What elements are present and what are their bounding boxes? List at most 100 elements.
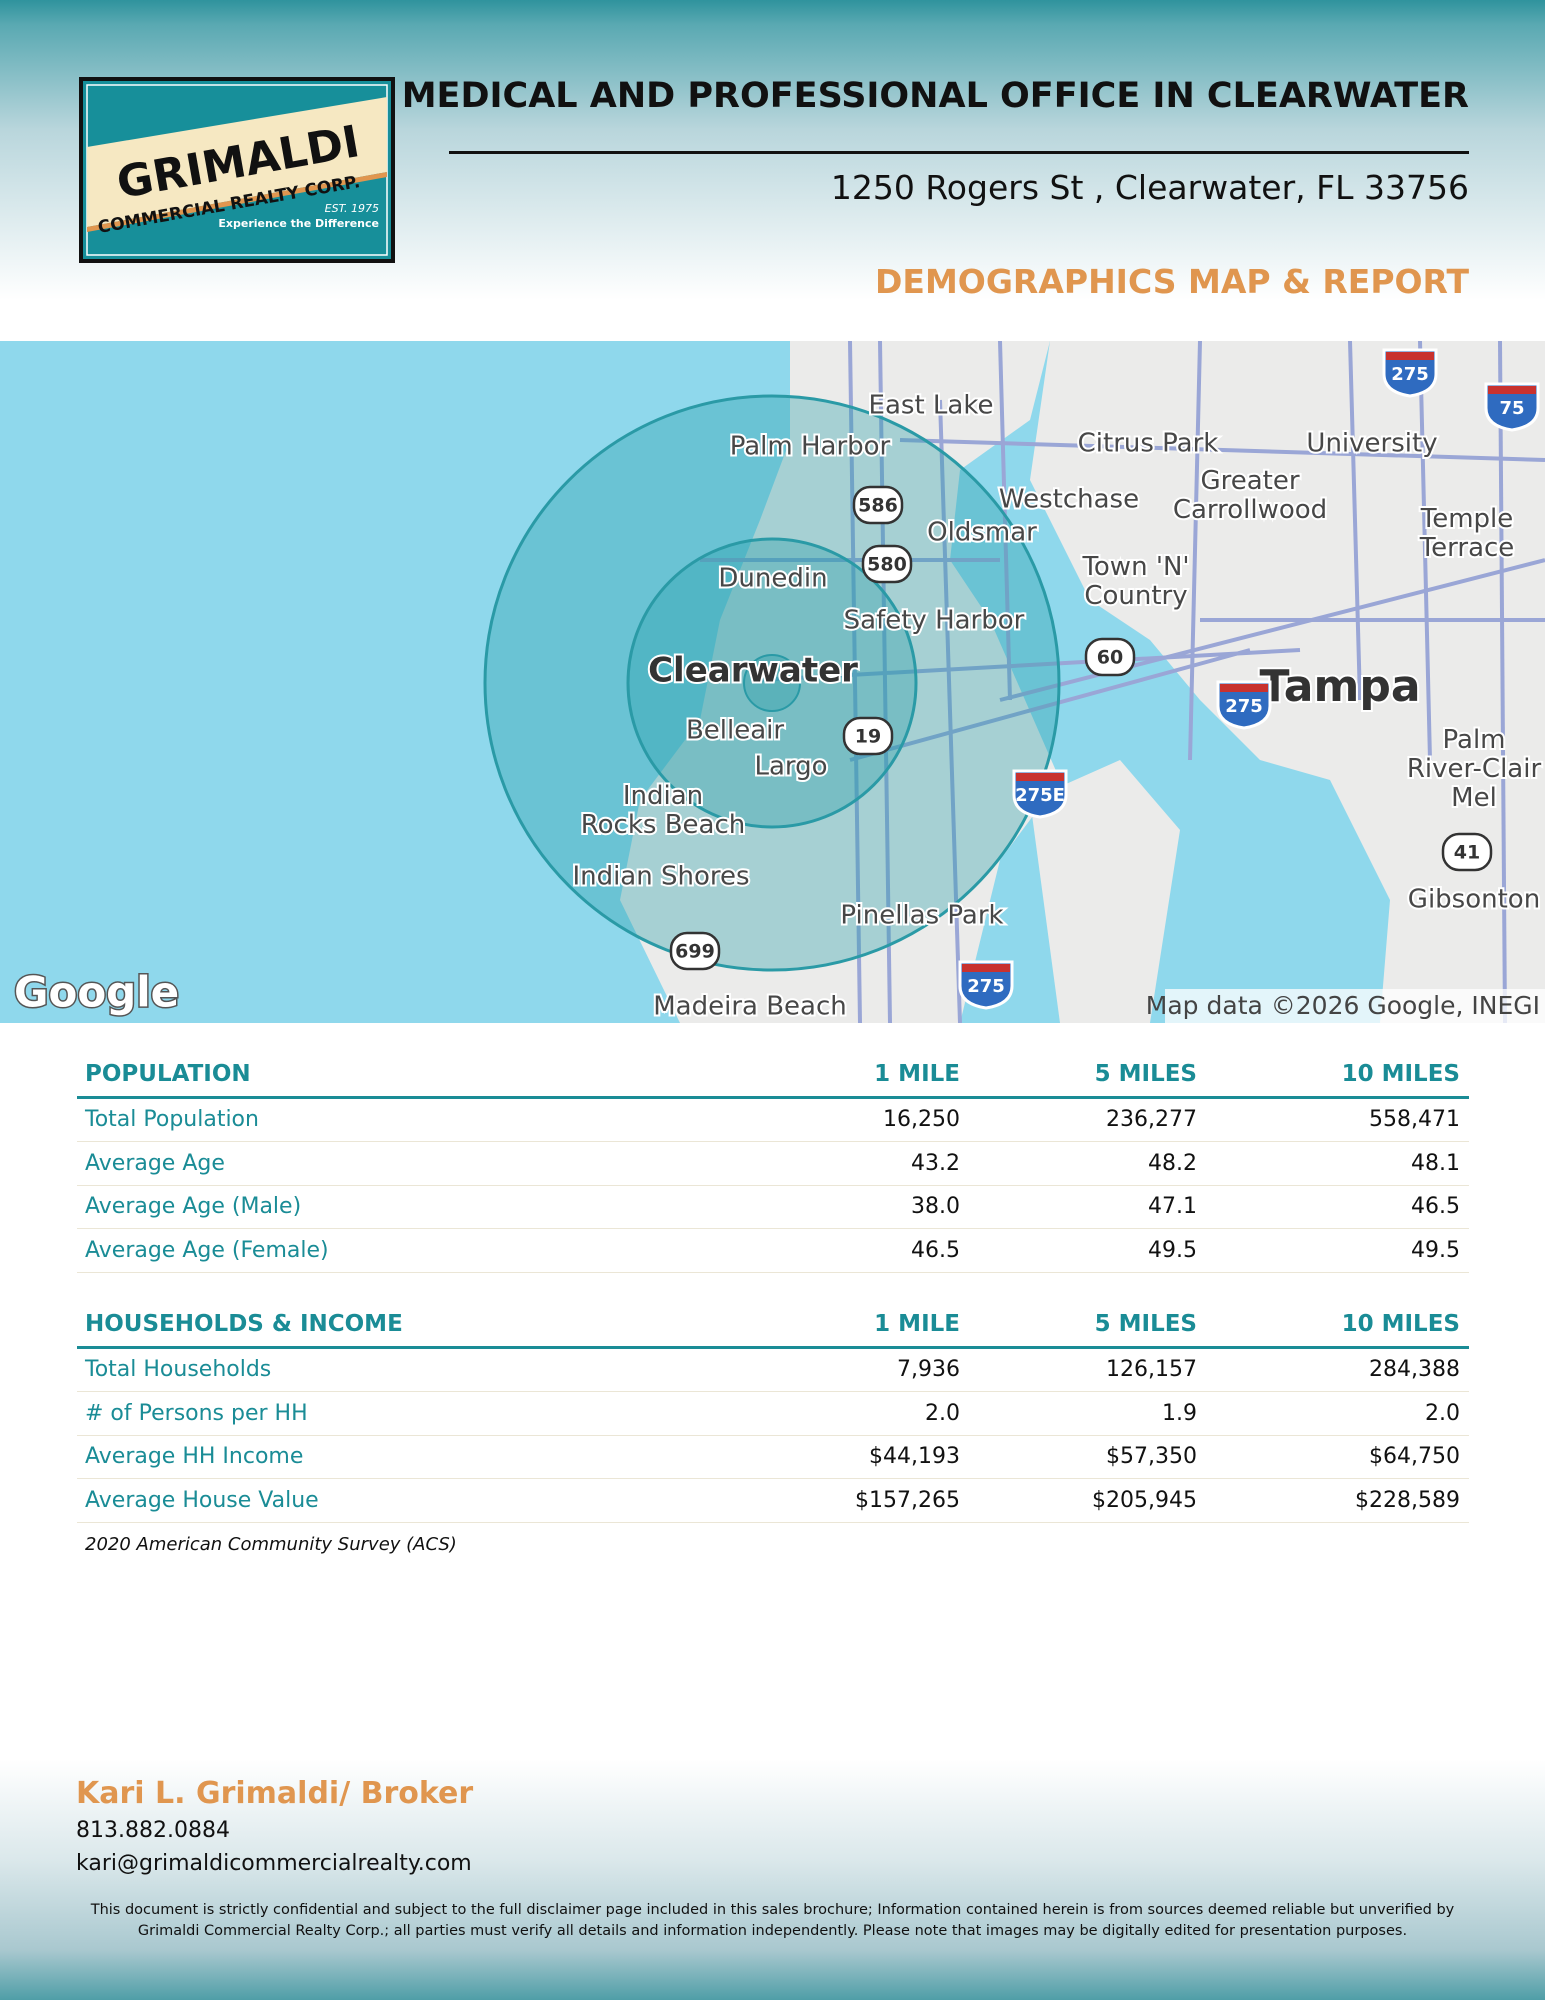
road [1348, 341, 1362, 701]
place-label-line: Carrollwood [1173, 495, 1327, 525]
row-value: 48.2 [1148, 1150, 1197, 1176]
place-label: East Lake [869, 391, 994, 421]
disclaimer: This document is strictly confidential a… [90, 1902, 1455, 1939]
route-number: 19 [855, 726, 881, 748]
row-separator [77, 1434, 1469, 1436]
row-value: $228,589 [1355, 1487, 1460, 1513]
row-value: 46.5 [911, 1237, 960, 1263]
place-label: Greater Carrollwood [1173, 466, 1327, 525]
interstate-shield [958, 960, 1014, 1010]
place-label: Indian Rocks Beach [581, 781, 746, 840]
road [1498, 341, 1507, 1023]
place-label: Madeira Beach [653, 992, 847, 1022]
route-number: 586 [858, 495, 898, 517]
logo-stripe [87, 172, 387, 232]
place-label-line: Palm [1443, 725, 1506, 755]
place-label: Westchase [999, 485, 1139, 515]
land-pinellas [620, 341, 1060, 1023]
interstate-top [1016, 773, 1064, 781]
row-label: Total Households [85, 1357, 272, 1382]
row-value: 126,157 [1106, 1357, 1197, 1382]
road [878, 341, 892, 1023]
table-header: 1 MILE [874, 1061, 960, 1087]
place-label: Town 'N' Country [1081, 552, 1189, 611]
row-separator [77, 1228, 1469, 1229]
interstate-number: 275 [967, 976, 1005, 997]
row-value: $205,945 [1092, 1487, 1197, 1513]
place-label-line: Rocks Beach [581, 810, 746, 840]
row-value: $64,750 [1369, 1444, 1460, 1469]
place-label: Pinellas Park [840, 901, 1003, 931]
table-header: 10 MILES [1341, 1061, 1460, 1087]
attribution-box [1165, 989, 1545, 1023]
row-label: Total Population [85, 1107, 259, 1132]
contact-name: Kari L. Grimaldi/ Broker [76, 1776, 474, 1811]
table-header: 10 MILES [1341, 1311, 1460, 1337]
road [849, 648, 1251, 762]
place-label: Belleair [686, 716, 784, 746]
row-separator [77, 1391, 1469, 1392]
place-label-line: Indian [623, 781, 703, 811]
road [998, 341, 1012, 701]
place-label: Gibsonton [1408, 885, 1540, 915]
row-value: 49.5 [1148, 1237, 1197, 1263]
place-label-line: Terrace [1419, 533, 1515, 563]
logo-tagline: Experience the Difference [218, 217, 379, 230]
row-value: 38.0 [911, 1194, 960, 1219]
row-label: Average Age [85, 1150, 225, 1176]
place-label-line: Greater [1200, 466, 1299, 496]
row-value: 49.5 [1411, 1237, 1460, 1263]
row-value: 2.0 [1425, 1400, 1460, 1426]
row-value: 16,250 [883, 1107, 960, 1132]
interstate-top [1488, 386, 1536, 394]
row-label: # of Persons per HH [85, 1400, 308, 1426]
row-label: Average Age (Male) [85, 1194, 302, 1219]
row-value: 47.1 [1148, 1194, 1197, 1219]
subtitle: DEMOGRAPHICS MAP & REPORT [875, 262, 1469, 301]
place-label: Oldsmar [927, 518, 1037, 548]
route-number: 41 [1454, 842, 1480, 864]
route-number: 580 [867, 554, 907, 576]
road [1188, 341, 1202, 761]
row-value: 43.2 [911, 1150, 960, 1176]
road [759, 648, 1301, 682]
interstate-number: 275 [1391, 364, 1429, 385]
table-header: HOUSEHOLDS & INCOME [85, 1311, 403, 1337]
row-separator [77, 1478, 1469, 1479]
radius-10-mile [483, 394, 1061, 972]
interstate-shield [1382, 348, 1438, 398]
place-label: Dunedin [718, 564, 827, 594]
place-label: Temple Terrace [1419, 504, 1515, 563]
land-south [1030, 760, 1180, 1023]
interstate-top [1220, 684, 1268, 692]
table-header: POPULATION [85, 1061, 251, 1087]
row-value: 7,936 [897, 1357, 960, 1382]
row-value: 558,471 [1369, 1107, 1460, 1132]
row-label: Average House Value [85, 1487, 319, 1513]
address: 1250 Rogers St , Clearwater, FL 33756 [830, 168, 1469, 207]
row-separator [77, 1141, 1469, 1142]
route-shield [852, 485, 904, 525]
row-value: 284,388 [1369, 1357, 1460, 1382]
row-separator [77, 1184, 1469, 1186]
row-value: 236,277 [1106, 1107, 1197, 1132]
route-shield [842, 716, 894, 756]
route-number: 60 [1097, 647, 1123, 669]
row-label: Average Age (Female) [85, 1237, 329, 1263]
place-label-line: Country [1084, 581, 1187, 611]
row-value: $157,265 [855, 1487, 960, 1513]
place-label-line: River-Clair [1407, 754, 1542, 784]
row-separator [77, 1521, 1469, 1523]
interstate-top [962, 964, 1010, 972]
interstate-number: 275 [1225, 696, 1263, 717]
route-shield [1084, 637, 1136, 677]
source-note: 2020 American Community Survey (ACS) [85, 1534, 457, 1555]
title: MEDICAL AND PROFESSIONAL OFFICE IN CLEAR… [401, 76, 1469, 116]
place-label: Clearwater [648, 651, 858, 691]
place-label-line: Town 'N' [1081, 552, 1189, 582]
place-label: Largo [754, 752, 827, 782]
contact-email: kari@grimaldicommercialrealty.com [76, 1851, 472, 1876]
interstate-shield [1012, 769, 1068, 819]
